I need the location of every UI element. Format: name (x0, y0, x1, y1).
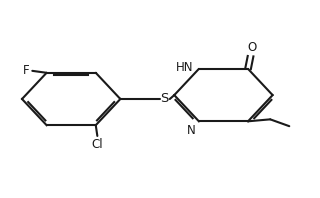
Text: N: N (187, 124, 196, 137)
Text: Cl: Cl (92, 138, 103, 151)
Text: HN: HN (176, 61, 193, 74)
Text: S: S (161, 92, 169, 106)
Text: F: F (23, 64, 30, 77)
Text: O: O (248, 41, 257, 54)
